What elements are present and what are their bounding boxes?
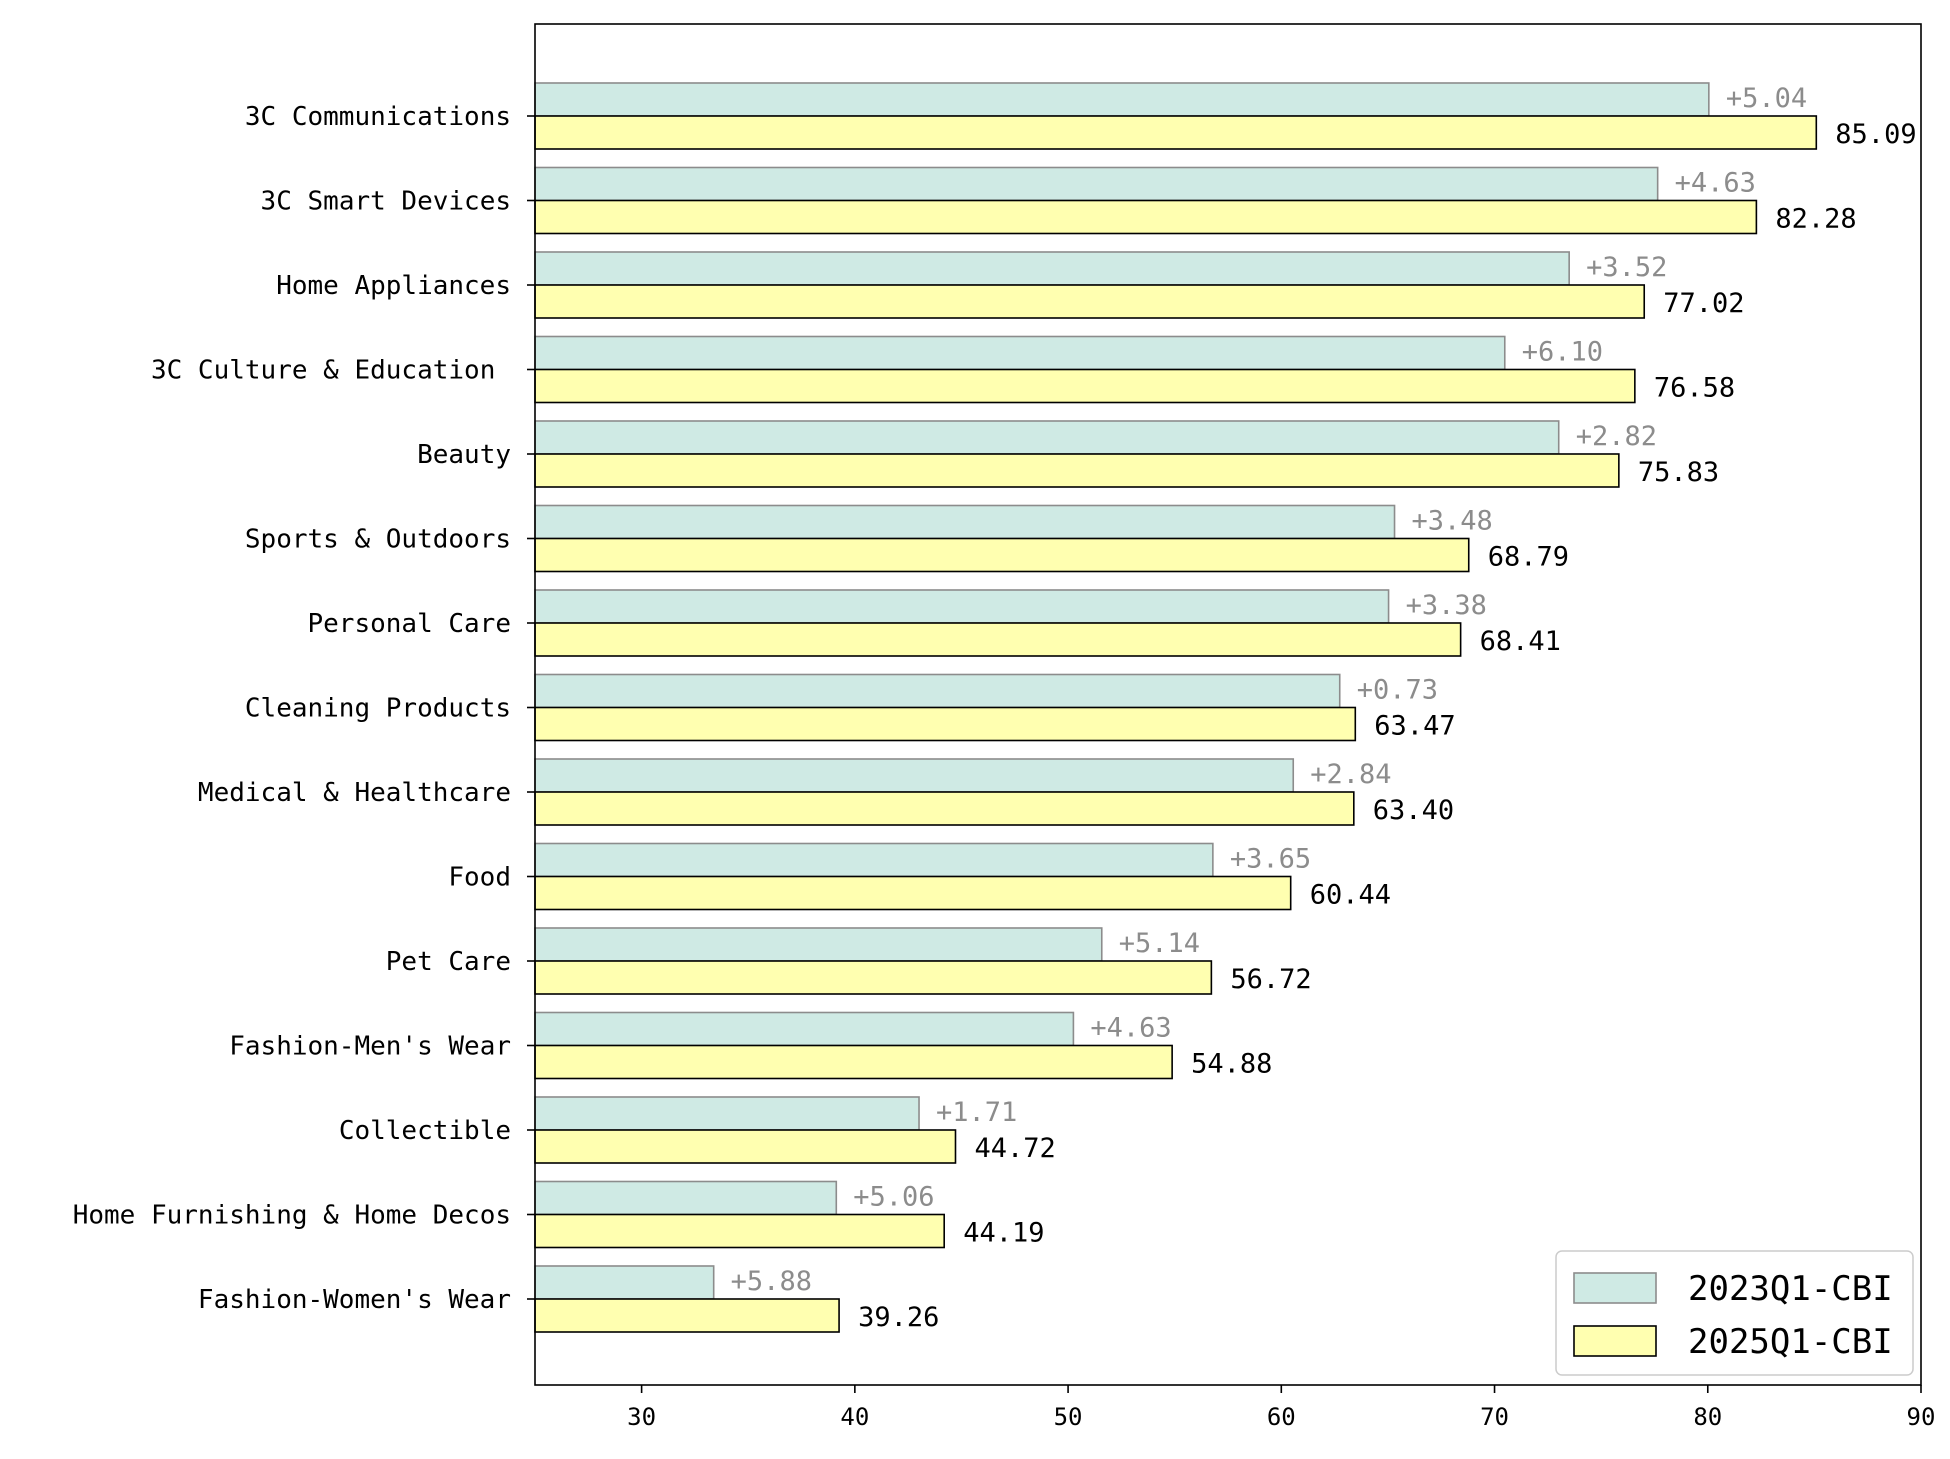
bar-2025q1 — [534, 199, 1758, 235]
diff-label: +3.52 — [1586, 252, 1667, 283]
diff-label: +5.06 — [853, 1182, 934, 1213]
x-tick-label: 70 — [1480, 1403, 1509, 1431]
bar-2023q1 — [534, 927, 1103, 962]
diff-label: +5.14 — [1119, 928, 1200, 959]
value-label: 56.72 — [1230, 964, 1311, 995]
bar-2025q1 — [534, 368, 1636, 404]
x-tick-label: 30 — [627, 1403, 656, 1431]
value-label: 82.28 — [1775, 204, 1856, 235]
diff-label: +0.73 — [1357, 675, 1438, 706]
bar-2023q1 — [534, 673, 1341, 709]
bar-2023q1 — [534, 1096, 920, 1131]
y-tick-label: Home Furnishing & Home Decos — [73, 1201, 511, 1231]
bar-2023q1 — [534, 1011, 1075, 1047]
value-label: 68.41 — [1480, 626, 1561, 657]
y-tick-label: Personal Care — [308, 609, 512, 639]
y-tick-label: Beauty — [417, 440, 511, 470]
value-label: 54.88 — [1191, 1049, 1272, 1080]
y-tick-label: Medical & Healthcare — [198, 778, 511, 808]
legend-swatch-2023q1 — [1573, 1272, 1657, 1304]
diff-label: +4.63 — [1675, 168, 1756, 199]
bar-2025q1 — [534, 706, 1357, 742]
bar-2025q1 — [534, 622, 1462, 657]
value-label: 39.26 — [858, 1302, 939, 1333]
y-tick-label: Food — [448, 863, 511, 893]
x-tick-label: 40 — [840, 1403, 869, 1431]
value-labels-layer: +5.04 85.09 +4.63 82.28 +3.52 77.02 +6.10 76.58… — [731, 83, 1917, 1333]
bar-2025q1 — [534, 1044, 1173, 1080]
value-label: 63.47 — [1374, 711, 1455, 742]
bar-2023q1 — [534, 420, 1560, 455]
legend-swatch-2025q1 — [1573, 1325, 1657, 1357]
value-label: 63.40 — [1373, 795, 1454, 826]
legend-label-2025q1: 2025Q1-CBI — [1688, 1322, 1893, 1362]
bar-2023q1 — [534, 82, 1710, 117]
bar-2023q1 — [534, 1180, 838, 1216]
bar-2023q1 — [534, 842, 1214, 878]
y-tick-label: Sports & Outdoors — [245, 525, 511, 555]
bar-2025q1 — [534, 1213, 945, 1249]
bar-2023q1 — [534, 504, 1396, 540]
value-label: 76.58 — [1654, 373, 1735, 404]
y-tick-label: Home Appliances — [276, 271, 511, 301]
diff-label: +4.63 — [1090, 1013, 1171, 1044]
bar-2025q1 — [534, 1298, 840, 1333]
x-tick-label: 80 — [1693, 1403, 1722, 1431]
y-tick-label: Fashion-Men's Wear — [229, 1032, 511, 1062]
diff-label: +3.38 — [1406, 590, 1487, 621]
diff-label: +2.82 — [1576, 421, 1657, 452]
diff-label: +1.71 — [936, 1097, 1017, 1128]
x-tick-label: 90 — [1907, 1403, 1936, 1431]
x-axis-ticks: 30 40 50 60 70 80 90 — [627, 1385, 1935, 1431]
value-label: 60.44 — [1310, 880, 1391, 911]
plot-area-frame — [534, 23, 1922, 1386]
bar-2025q1 — [534, 875, 1292, 911]
value-label: 75.83 — [1638, 457, 1719, 488]
value-label: 77.02 — [1663, 288, 1744, 319]
diff-label: +3.48 — [1412, 506, 1493, 537]
y-tick-label: Cleaning Products — [245, 694, 511, 724]
diff-label: +3.65 — [1230, 844, 1311, 875]
bar-2023q1 — [534, 1265, 715, 1300]
diff-label: +5.04 — [1726, 83, 1807, 114]
value-label: 44.72 — [974, 1133, 1055, 1164]
y-axis-ticks: 3C Communications 3C Smart Devices Home Ap… — [73, 102, 535, 1315]
bar-2023q1 — [534, 758, 1295, 793]
bar-2023q1 — [534, 166, 1659, 202]
bars-layer — [534, 82, 1818, 1333]
bar-2025q1 — [534, 115, 1818, 150]
diff-label: +6.10 — [1522, 337, 1603, 368]
bar-2025q1 — [534, 791, 1355, 826]
legend-label-2023q1: 2023Q1-CBI — [1688, 1269, 1893, 1309]
y-tick-label: Collectible — [339, 1116, 511, 1146]
legend: 2023Q1-CBI 2025Q1-CBI — [1555, 1250, 1914, 1376]
value-label: 68.79 — [1488, 542, 1569, 573]
y-tick-label: 3C Communications — [245, 102, 511, 132]
bar-2023q1 — [534, 335, 1506, 371]
y-tick-label: Fashion-Women's Wear — [198, 1285, 511, 1315]
x-tick-label: 60 — [1267, 1403, 1296, 1431]
bar-2023q1 — [534, 251, 1570, 286]
y-tick-label: 3C Smart Devices — [261, 187, 511, 217]
bar-2025q1 — [534, 453, 1620, 488]
x-tick-label: 50 — [1054, 1403, 1083, 1431]
bar-2023q1 — [534, 589, 1390, 624]
value-label: 44.19 — [963, 1218, 1044, 1249]
bar-2025q1 — [534, 960, 1213, 995]
diff-label: +2.84 — [1310, 759, 1391, 790]
value-label: 85.09 — [1835, 119, 1916, 150]
diff-label: +5.88 — [731, 1266, 812, 1297]
bar-2025q1 — [534, 284, 1646, 319]
bar-2025q1 — [534, 1129, 957, 1164]
y-tick-label: 3C Culture & Education — [151, 356, 511, 386]
bar-2025q1 — [534, 537, 1470, 573]
y-tick-label: Pet Care — [386, 947, 511, 977]
